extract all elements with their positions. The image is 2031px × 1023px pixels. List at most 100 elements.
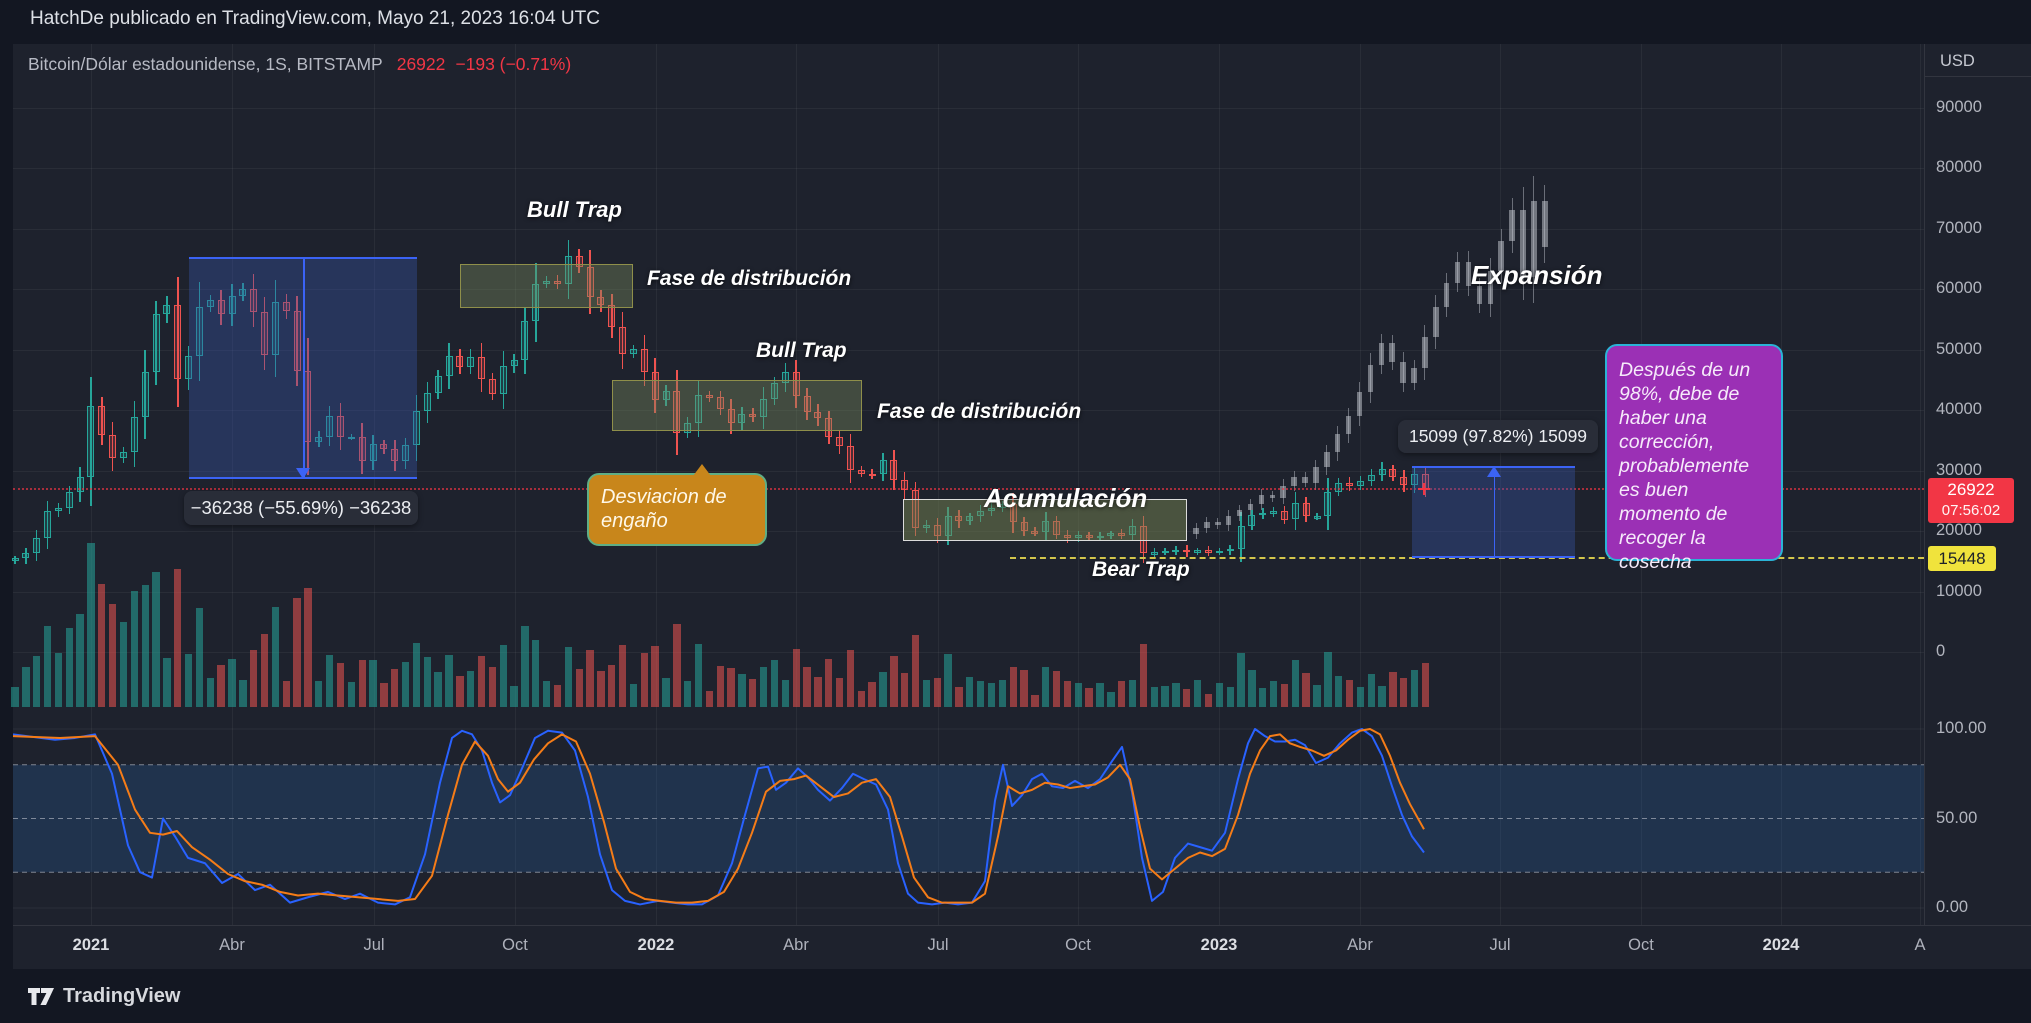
annotation-distribution-1[interactable]: Fase de distribución	[647, 267, 852, 290]
footer-bar: TradingView	[0, 969, 2031, 1023]
volume-bar	[33, 655, 41, 707]
volume-bar	[1172, 683, 1180, 707]
candle-wick	[676, 369, 678, 455]
volume-bar	[792, 648, 800, 707]
annotation-bull-trap-2[interactable]: Bull Trap	[756, 339, 847, 362]
purple-note[interactable]: Después de un 98%, debe de haber una cor…	[1605, 344, 1783, 573]
volume-bar	[1118, 681, 1126, 707]
volume-bar	[759, 667, 768, 707]
last-price-line	[13, 488, 1924, 490]
volume-bar	[54, 652, 63, 707]
candle	[760, 399, 768, 418]
volume-bar	[217, 664, 225, 707]
candle	[195, 307, 203, 357]
candle	[1259, 512, 1267, 516]
annotation-bear-trap[interactable]: Bear Trap	[1092, 558, 1190, 581]
volume-bar	[781, 679, 790, 707]
candle	[1270, 511, 1278, 514]
oscillator-pane[interactable]	[13, 710, 1924, 925]
candle-wick	[166, 295, 168, 323]
candle	[868, 473, 876, 477]
candle	[228, 295, 236, 315]
annotation-distribution-2[interactable]: Fase de distribución	[877, 400, 1082, 423]
time-axis-tick: 2021	[72, 936, 110, 954]
volume-bar	[1367, 674, 1375, 707]
candle	[65, 492, 73, 508]
time-axis-tick: Jul	[927, 936, 949, 954]
oscillator-axis-tick: 0.00	[1936, 898, 1969, 916]
candle-wick	[502, 351, 504, 409]
projection-candle	[1520, 210, 1526, 277]
candle-wick	[589, 249, 591, 315]
annotation-bull-trap-1[interactable]: Bull Trap	[527, 197, 622, 222]
candle	[716, 396, 724, 410]
grid-hline	[13, 349, 1924, 351]
annotation-accumulation[interactable]: Acumulación	[984, 483, 1148, 513]
grid-vline	[796, 44, 797, 925]
volume-bar	[716, 666, 724, 707]
projection-candle	[1378, 343, 1385, 365]
orange-callout-note[interactable]: Desviacion de engaño	[587, 464, 767, 546]
candle	[456, 356, 464, 368]
distribution-zone-box-2[interactable]	[612, 380, 862, 431]
candle	[738, 413, 746, 424]
candle	[33, 538, 41, 554]
candle	[445, 356, 453, 377]
candle	[890, 460, 898, 481]
tradingview-brand-link[interactable]: TradingView	[28, 985, 180, 1008]
last-bar-marker-icon	[1418, 483, 1430, 495]
volume-bar	[163, 658, 171, 707]
volume-bar	[174, 568, 182, 707]
support-level-line[interactable]	[1010, 557, 1924, 559]
candle	[467, 356, 475, 368]
candle-wick	[25, 547, 27, 564]
candle	[1389, 468, 1397, 478]
projection-candle	[1247, 503, 1254, 510]
time-axis-panel[interactable]	[13, 925, 2031, 970]
grid-hline	[13, 168, 1924, 169]
candle	[1400, 477, 1408, 485]
volume-bar	[911, 635, 920, 707]
candle-wick	[122, 446, 125, 463]
candle-wick	[459, 348, 461, 375]
volume-bar	[879, 672, 887, 707]
candle	[684, 422, 692, 433]
candle	[1356, 480, 1364, 486]
projection-candle	[1400, 361, 1406, 383]
grid-hline	[13, 289, 1924, 290]
arrow-up-icon	[1486, 466, 1501, 477]
price-range-drawing-up[interactable]	[1412, 466, 1575, 558]
tradingview-brand-text: TradingView	[63, 985, 181, 1007]
candle	[1215, 550, 1223, 554]
distribution-zone-box-1[interactable]	[460, 264, 633, 308]
candle	[792, 371, 800, 397]
candle-wick	[296, 296, 298, 386]
candle-wick	[795, 359, 797, 409]
price-axis-tick: 10000	[1936, 581, 1982, 600]
annotation-expansion[interactable]: Expansión	[1471, 260, 1603, 290]
candle-wick	[752, 408, 754, 423]
volume-bar	[1009, 666, 1017, 707]
candle	[532, 283, 540, 322]
volume-bar	[423, 657, 431, 707]
volume-bar	[488, 667, 497, 707]
volume-bar	[108, 604, 117, 707]
time-axis-tick: 2023	[1200, 936, 1238, 954]
volume-bar	[1193, 680, 1202, 707]
candle-wick	[773, 377, 776, 405]
candle	[217, 300, 225, 315]
volume-bar	[749, 679, 757, 707]
volume-bar	[412, 642, 421, 707]
candle	[629, 348, 637, 354]
candle	[781, 371, 789, 383]
price-range-drawing-down[interactable]	[189, 257, 417, 479]
accumulation-zone-box[interactable]	[903, 499, 1187, 541]
chart-legend[interactable]: Bitcoin/Dólar estadounidense, 1S, BITSTA…	[28, 54, 571, 75]
candle	[402, 445, 410, 462]
grid-hline	[13, 470, 1924, 472]
grid-vline	[515, 44, 516, 925]
candle-wick	[133, 401, 136, 468]
time-axis-tick: Abr	[783, 936, 809, 954]
candle-wick	[643, 335, 646, 386]
